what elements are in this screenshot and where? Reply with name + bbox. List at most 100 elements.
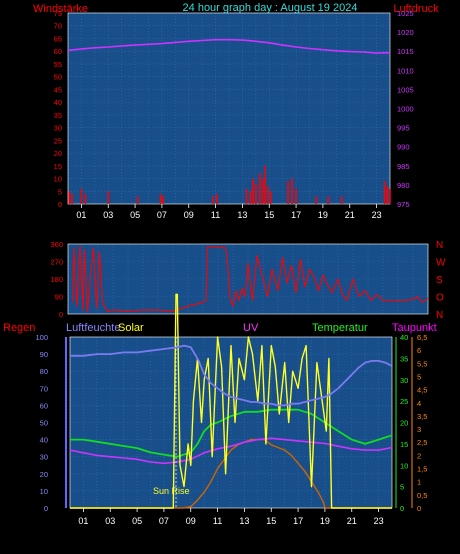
luftdruck-tick-label: 1015: [397, 47, 414, 56]
luftfeuchte-tick-label: 0: [44, 504, 48, 513]
windstaerke-bar: [389, 188, 391, 204]
compass-tick-label: N: [436, 310, 443, 321]
windstaerke-tick-label: 45: [54, 85, 62, 94]
windrichtung-tick-label: 0: [59, 310, 63, 319]
temperatur-tick-label: 0: [400, 504, 404, 513]
taupunkt-tick-label: 5,5: [417, 359, 427, 368]
temperatur-tick-label: 30: [400, 376, 408, 385]
luftfeuchte-tick-label: 40: [40, 436, 48, 445]
x-tick-label: 05: [130, 210, 140, 220]
windstaerke-bar: [107, 191, 110, 204]
windrichtung-tick-label: 270: [50, 258, 63, 267]
windstaerke-bar: [383, 181, 386, 204]
taupunkt-label: Taupunkt: [392, 322, 437, 334]
windstaerke-bar: [252, 178, 254, 204]
windstaerke-bar: [136, 196, 139, 204]
uv-label: UV: [243, 322, 259, 334]
windstaerke-bar: [267, 186, 269, 204]
luftfeuchte-label: Luftfeuchte: [66, 322, 120, 334]
luftfeuchte-tick-label: 10: [40, 487, 48, 496]
windstaerke-bar: [264, 165, 267, 204]
chart-title: 24 hour graph day : August 19 2024: [183, 2, 358, 14]
taupunkt-tick-label: 3,5: [417, 412, 427, 421]
windstaerke-bar: [340, 196, 343, 204]
windstaerke-tick-label: 40: [54, 98, 62, 107]
luftdruck-tick-label: 1005: [397, 85, 414, 94]
x-tick-label: 01: [76, 210, 86, 220]
windrichtung-tick-label: 90: [55, 293, 63, 302]
windstaerke-bar: [287, 181, 289, 204]
taupunkt-tick-label: 6: [417, 346, 421, 355]
windstaerke-tick-label: 50: [54, 73, 62, 82]
temperatur-tick-label: 40: [400, 333, 408, 342]
windstaerke-bar: [386, 186, 389, 204]
x-tick-label: 23: [374, 516, 384, 526]
solar-label: Solar: [118, 322, 144, 334]
windstaerke-tick-label: 30: [54, 124, 62, 133]
windstaerke-bar: [212, 196, 214, 204]
luftdruck-tick-label: 980: [397, 181, 410, 190]
compass-tick-label: N: [436, 240, 443, 251]
luftfeuchte-tick-label: 70: [40, 384, 48, 393]
temperatur-tick-label: 25: [400, 397, 408, 406]
windstaerke-bar: [261, 178, 264, 204]
windstaerke-bar: [162, 196, 165, 204]
windstaerke-tick-label: 55: [54, 60, 62, 69]
windstaerke-bar: [269, 191, 272, 204]
windstaerke-bar: [68, 191, 71, 204]
windstaerke-bar: [249, 191, 252, 204]
windstaerke-bar: [315, 196, 318, 204]
windstaerke-tick-label: 5: [58, 187, 62, 196]
compass-tick-label: O: [436, 293, 444, 304]
windstaerke-bar: [216, 193, 218, 204]
regen-label: Regen: [3, 322, 35, 334]
x-tick-label: 09: [186, 516, 196, 526]
taupunkt-tick-label: 4: [417, 399, 421, 408]
temperatur-label: Temperatur: [312, 322, 368, 334]
windstaerke-bar: [80, 188, 83, 204]
humidity-temperature-plot-area: [70, 337, 392, 508]
luftdruck-tick-label: 1000: [397, 105, 414, 114]
x-tick-label: 15: [266, 516, 276, 526]
temperatur-tick-label: 20: [400, 419, 408, 428]
temperatur-tick-label: 5: [400, 483, 404, 492]
taupunkt-line: [69, 437, 393, 465]
x-tick-label: 07: [157, 210, 167, 220]
windstaerke-bar: [84, 193, 87, 204]
x-tick-label: 13: [237, 210, 247, 220]
temperatur-tick-label: 35: [400, 354, 408, 363]
sun-rise-annotation: Sun Rise: [153, 486, 190, 496]
luftdruck-label: Luftdruck: [393, 3, 439, 15]
windstaerke-bar: [159, 193, 162, 204]
taupunkt-tick-label: 4,5: [417, 386, 427, 395]
compass-tick-label: S: [436, 275, 443, 286]
x-tick-label: 03: [103, 210, 113, 220]
humidity-temperature-frame: [69, 336, 393, 509]
luftfeuchte-tick-label: 20: [40, 470, 48, 479]
luftdruck-tick-label: 1010: [397, 66, 414, 75]
x-tick-label: 17: [293, 516, 303, 526]
luftdruck-line: [67, 38, 391, 54]
windstaerke-tick-label: 10: [54, 175, 62, 184]
x-tick-label: 01: [78, 516, 88, 526]
wind-pressure-panel: 0510152025303540455055606570759759809859…: [54, 9, 414, 220]
x-tick-label: 19: [320, 516, 330, 526]
luftdruck-tick-label: 1020: [397, 28, 414, 37]
x-tick-label: 15: [264, 210, 274, 220]
x-tick-label: 07: [159, 516, 169, 526]
windstaerke-tick-label: 75: [54, 9, 62, 18]
temperatur-line: [70, 408, 393, 458]
taupunkt-tick-label: 5: [417, 372, 421, 381]
x-tick-label: 21: [345, 210, 355, 220]
taupunkt-tick-label: 0: [417, 504, 421, 513]
windstaerke-tick-label: 70: [54, 22, 62, 31]
taupunkt-tick-label: 2,5: [417, 438, 427, 447]
wind-pressure-frame: [67, 12, 391, 205]
luftdruck-tick-label: 995: [397, 124, 410, 133]
windstaerke-tick-label: 0: [58, 200, 62, 209]
windstaerke-bar: [291, 178, 293, 204]
windstaerke-tick-label: 15: [54, 162, 62, 171]
windstaerke-bar: [255, 183, 257, 204]
solar-line: [70, 293, 392, 509]
